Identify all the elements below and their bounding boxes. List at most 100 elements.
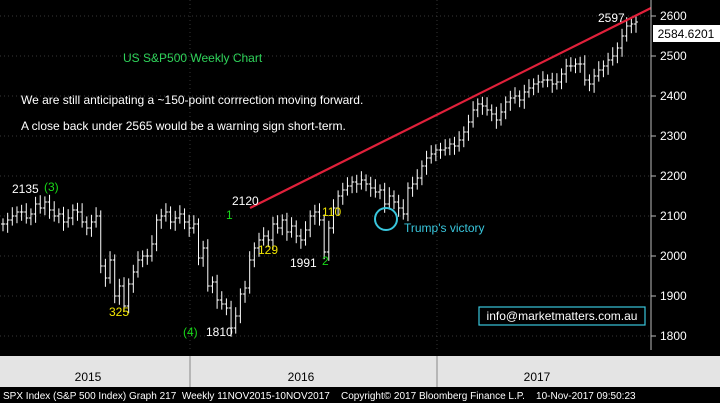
weekly-bar xyxy=(508,90,513,111)
x-tick-2016: 2016 xyxy=(288,370,315,384)
y-tick-label: 2100 xyxy=(660,209,687,223)
weekly-bar xyxy=(466,114,471,141)
weekly-bar xyxy=(550,72,555,93)
weekly-bar xyxy=(424,150,429,175)
weekly-bar xyxy=(494,106,499,129)
weekly-bar xyxy=(56,208,61,224)
weekly-bar xyxy=(70,204,75,226)
weekly-bar xyxy=(336,190,341,216)
footer-bar xyxy=(0,387,720,403)
weekly-bar xyxy=(201,240,206,267)
weekly-bar xyxy=(634,14,638,33)
weekly-bar xyxy=(154,214,159,252)
weekly-bar xyxy=(98,210,103,274)
x-tick-2017: 2017 xyxy=(524,370,551,384)
weekly-bar xyxy=(564,58,569,83)
y-tick-label: 2300 xyxy=(660,129,687,143)
label-2120: 2120 xyxy=(232,194,259,208)
weekly-bar xyxy=(429,145,434,164)
weekly-bar xyxy=(196,218,201,266)
weekly-bar xyxy=(149,235,154,262)
weekly-bar xyxy=(471,101,476,128)
weekly-bar xyxy=(452,136,457,155)
contact-box xyxy=(478,306,646,326)
x-axis-bar xyxy=(0,356,720,387)
weekly-bar xyxy=(284,212,289,241)
weekly-bar xyxy=(112,254,117,304)
weekly-bar xyxy=(582,55,587,86)
weekly-bar xyxy=(89,214,94,237)
note-warning: A close back under 2565 would be a warni… xyxy=(21,119,346,133)
weekly-bar xyxy=(256,232,261,257)
weekly-bar xyxy=(219,291,224,310)
weekly-bar xyxy=(391,190,396,210)
weekly-bar xyxy=(182,208,187,230)
weekly-bar xyxy=(396,194,401,217)
weekly-bar xyxy=(42,196,47,216)
weekly-bar xyxy=(489,104,494,122)
weekly-bar xyxy=(322,214,327,260)
weekly-bar xyxy=(387,187,392,210)
weekly-bar xyxy=(168,206,173,230)
weekly-bar xyxy=(233,307,238,334)
weekly-bar xyxy=(303,221,308,246)
weekly-bar xyxy=(438,142,443,159)
y-tick-label: 2600 xyxy=(660,9,687,23)
label-1810: 1810 xyxy=(206,325,233,339)
weekly-bar xyxy=(317,203,322,226)
weekly-bar xyxy=(615,42,620,64)
y-tick-label: 2200 xyxy=(660,169,687,183)
weekly-bar xyxy=(80,203,85,228)
weekly-bar xyxy=(5,212,10,233)
weekly-bar xyxy=(373,179,378,198)
label-325: 325 xyxy=(109,305,129,319)
note-correction: We are still anticipating a ~150-point c… xyxy=(21,93,363,107)
weekly-bar xyxy=(405,182,410,222)
weekly-bar xyxy=(140,250,145,268)
weekly-bar xyxy=(229,300,234,337)
weekly-bar xyxy=(578,56,583,73)
weekly-bar xyxy=(368,176,373,197)
weekly-bar xyxy=(1,218,5,232)
weekly-bar xyxy=(415,169,420,190)
weekly-bar xyxy=(559,68,564,90)
weekly-bar xyxy=(145,248,150,265)
weekly-bar xyxy=(47,194,52,219)
weekly-bar xyxy=(159,208,164,229)
weekly-bar xyxy=(545,74,550,88)
label-wave-1: 1 xyxy=(226,208,233,222)
y-tick-label: 1900 xyxy=(660,289,687,303)
label-2597: 2597 xyxy=(598,11,625,25)
weekly-bar xyxy=(122,277,127,312)
weekly-bar xyxy=(485,97,490,116)
weekly-bar xyxy=(19,204,24,221)
trump-victory-circle xyxy=(374,207,398,231)
weekly-bar xyxy=(215,274,220,309)
weekly-bar xyxy=(326,220,331,261)
chart-title: US S&P500 Weekly Chart xyxy=(123,51,263,65)
weekly-bar xyxy=(243,280,248,303)
weekly-bar xyxy=(531,78,536,96)
weekly-bar xyxy=(540,71,545,88)
weekly-bar xyxy=(517,90,522,108)
weekly-bar xyxy=(433,144,438,162)
label-129: 129 xyxy=(258,243,278,257)
weekly-bar xyxy=(340,182,345,205)
weekly-bar xyxy=(187,214,192,237)
weekly-bar xyxy=(298,228,303,249)
weekly-bar xyxy=(410,176,415,197)
label-wave-4: (4) xyxy=(183,325,198,339)
weekly-bar xyxy=(75,202,80,221)
weekly-bar xyxy=(499,103,504,126)
weekly-bar xyxy=(294,220,299,244)
label-wave-3: (3) xyxy=(44,180,59,194)
weekly-bar xyxy=(84,216,89,236)
footer-text: SPX Index (S&P 500 Index) Graph 217 Week… xyxy=(3,391,636,402)
weekly-bar xyxy=(126,278,131,314)
weekly-bar xyxy=(61,206,66,231)
weekly-bar xyxy=(596,61,601,82)
weekly-bar xyxy=(289,217,294,238)
weekly-bar xyxy=(610,47,615,66)
weekly-bar xyxy=(526,79,531,98)
weekly-bar xyxy=(620,28,625,57)
